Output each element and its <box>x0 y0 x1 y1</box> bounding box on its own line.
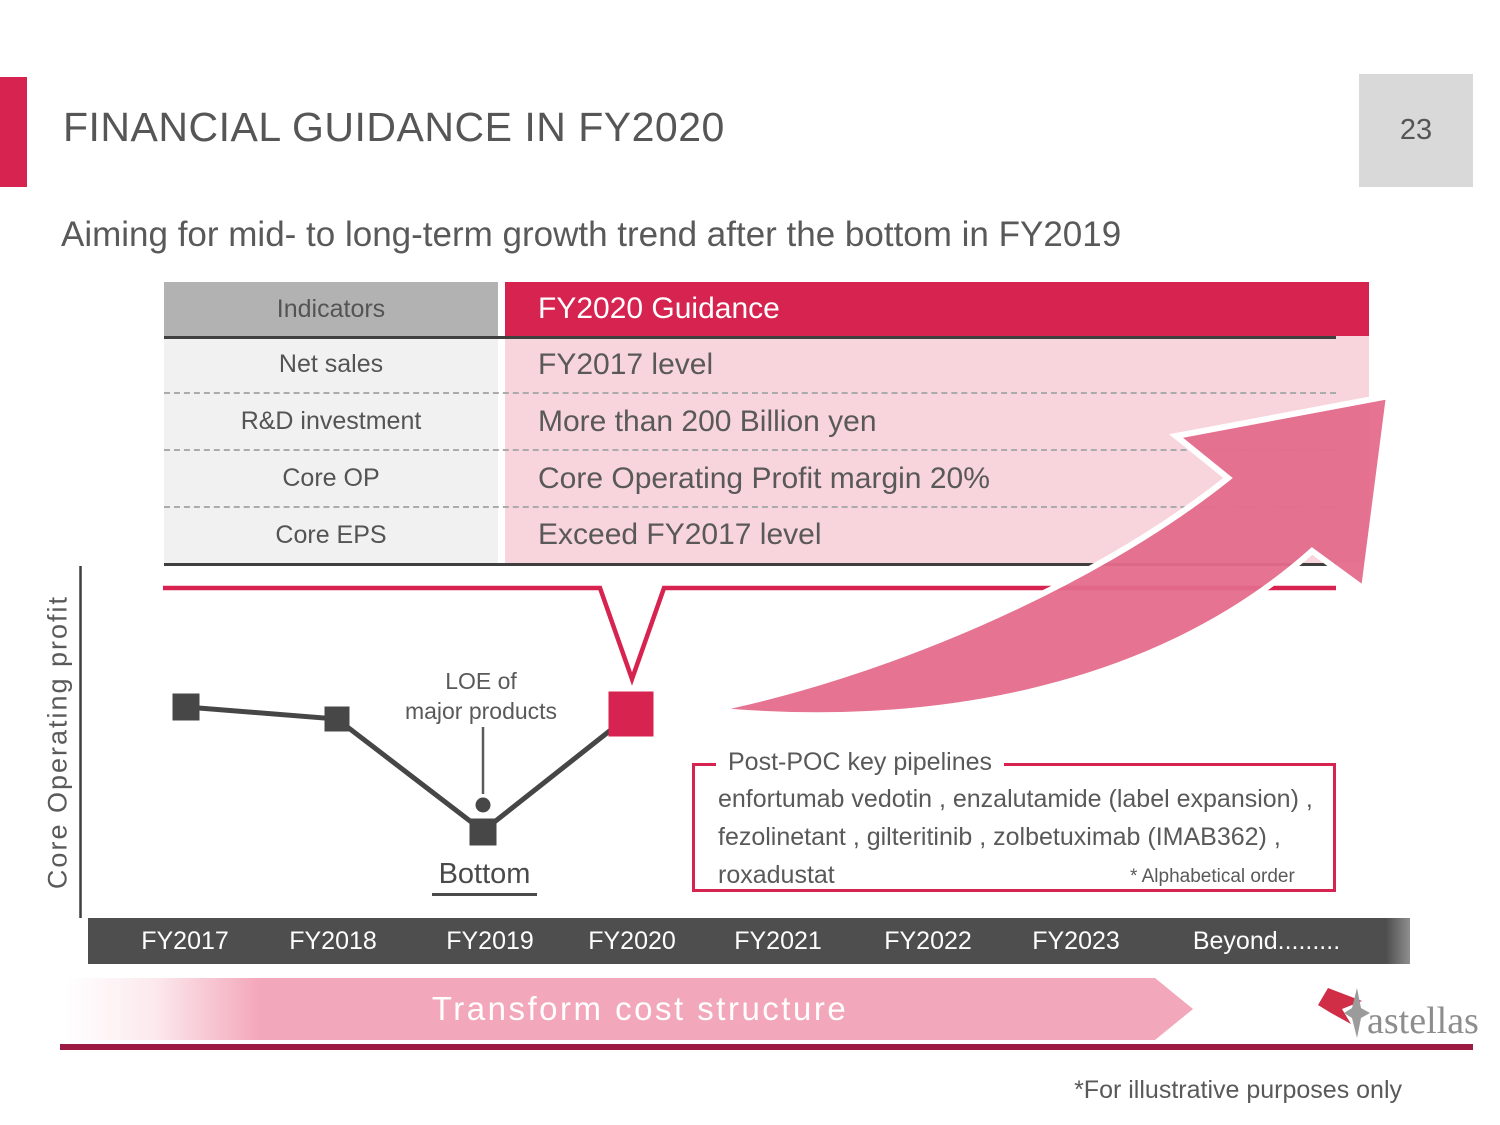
table-row-guidance: Exceed FY2017 level <box>505 507 1369 563</box>
page-number-value: 23 <box>1399 114 1433 146</box>
guidance-bracket-line <box>163 585 1336 686</box>
accent-bar <box>0 77 27 187</box>
pipeline-order-note: * Alphabetical order <box>1130 866 1295 887</box>
pipeline-line2: fezolinetant , gilteritinib , zolbetuxim… <box>718 823 1281 851</box>
page-number: 23 <box>1359 74 1473 187</box>
x-tick-fy2020: FY2020 <box>588 927 676 955</box>
x-tick-fy2023: FY2023 <box>1032 927 1120 955</box>
loe-annotation-line1: LOE of <box>445 668 517 694</box>
table-row-guidance: FY2017 level <box>505 336 1369 393</box>
pipeline-line1: enfortumab vedotin , enzalutamide (label… <box>718 785 1313 813</box>
page-title: FINANCIAL GUIDANCE IN FY2020 <box>63 104 725 150</box>
x-axis-band: FY2017 FY2018 FY2019 FY2020 FY2021 FY202… <box>88 918 1410 964</box>
x-tick-fy2018: FY2018 <box>289 927 377 955</box>
table-row-indicator: Net sales <box>164 336 498 393</box>
table-row-indicator: Core EPS <box>164 507 498 563</box>
x-tick-fy2019: FY2019 <box>446 927 534 955</box>
transform-banner-arrow-tip <box>1155 978 1193 1040</box>
bottom-annotation: Bottom <box>432 858 537 896</box>
row-divider <box>164 506 1336 508</box>
table-row-indicator: R&D investment <box>164 393 498 450</box>
pipeline-box-title: Post-POC key pipelines <box>716 748 1005 777</box>
loe-annotation-line2: major products <box>404 698 558 724</box>
x-tick-fy2022: FY2022 <box>884 927 972 955</box>
transform-banner-label: Transform cost structure <box>431 990 849 1027</box>
logo-star-red-icon <box>1318 988 1362 1024</box>
table-header-indicators: Indicators <box>164 282 498 336</box>
transform-banner: Transform cost structure <box>65 978 1155 1040</box>
table-header-rule <box>164 336 1336 339</box>
row-divider <box>164 449 1336 451</box>
y-axis-label: Core Operating profit <box>42 594 73 890</box>
loe-pointer-dot <box>475 797 491 813</box>
x-tick-beyond: Beyond......... <box>1192 927 1341 955</box>
table-row-indicator: Core OP <box>164 450 498 507</box>
astellas-logo-text: astellas <box>1367 1000 1479 1042</box>
marker-fy2019-bottom <box>469 818 497 846</box>
table-header-guidance: FY2020 Guidance <box>505 282 1369 336</box>
marker-fy2020-red <box>608 691 654 737</box>
pipeline-line3: roxadustat <box>718 861 835 889</box>
marker-fy2017 <box>172 693 200 721</box>
table-row-guidance: Core Operating Profit margin 20% <box>505 450 1369 507</box>
row-divider <box>164 392 1336 394</box>
pipeline-box <box>692 763 1336 892</box>
x-tick-fy2021: FY2021 <box>734 927 822 955</box>
x-tick-fy2017: FY2017 <box>141 927 229 955</box>
table-row-guidance: More than 200 Billion yen <box>505 393 1369 450</box>
loe-annotation: LOE of major products <box>391 666 571 726</box>
illustrative-footnote: *For illustrative purposes only <box>1074 1076 1402 1104</box>
slide-subtitle: Aiming for mid- to long-term growth tren… <box>61 215 1122 254</box>
table-bottom-rule <box>164 563 1336 566</box>
marker-fy2018 <box>324 706 350 732</box>
footer-rule <box>60 1044 1473 1050</box>
